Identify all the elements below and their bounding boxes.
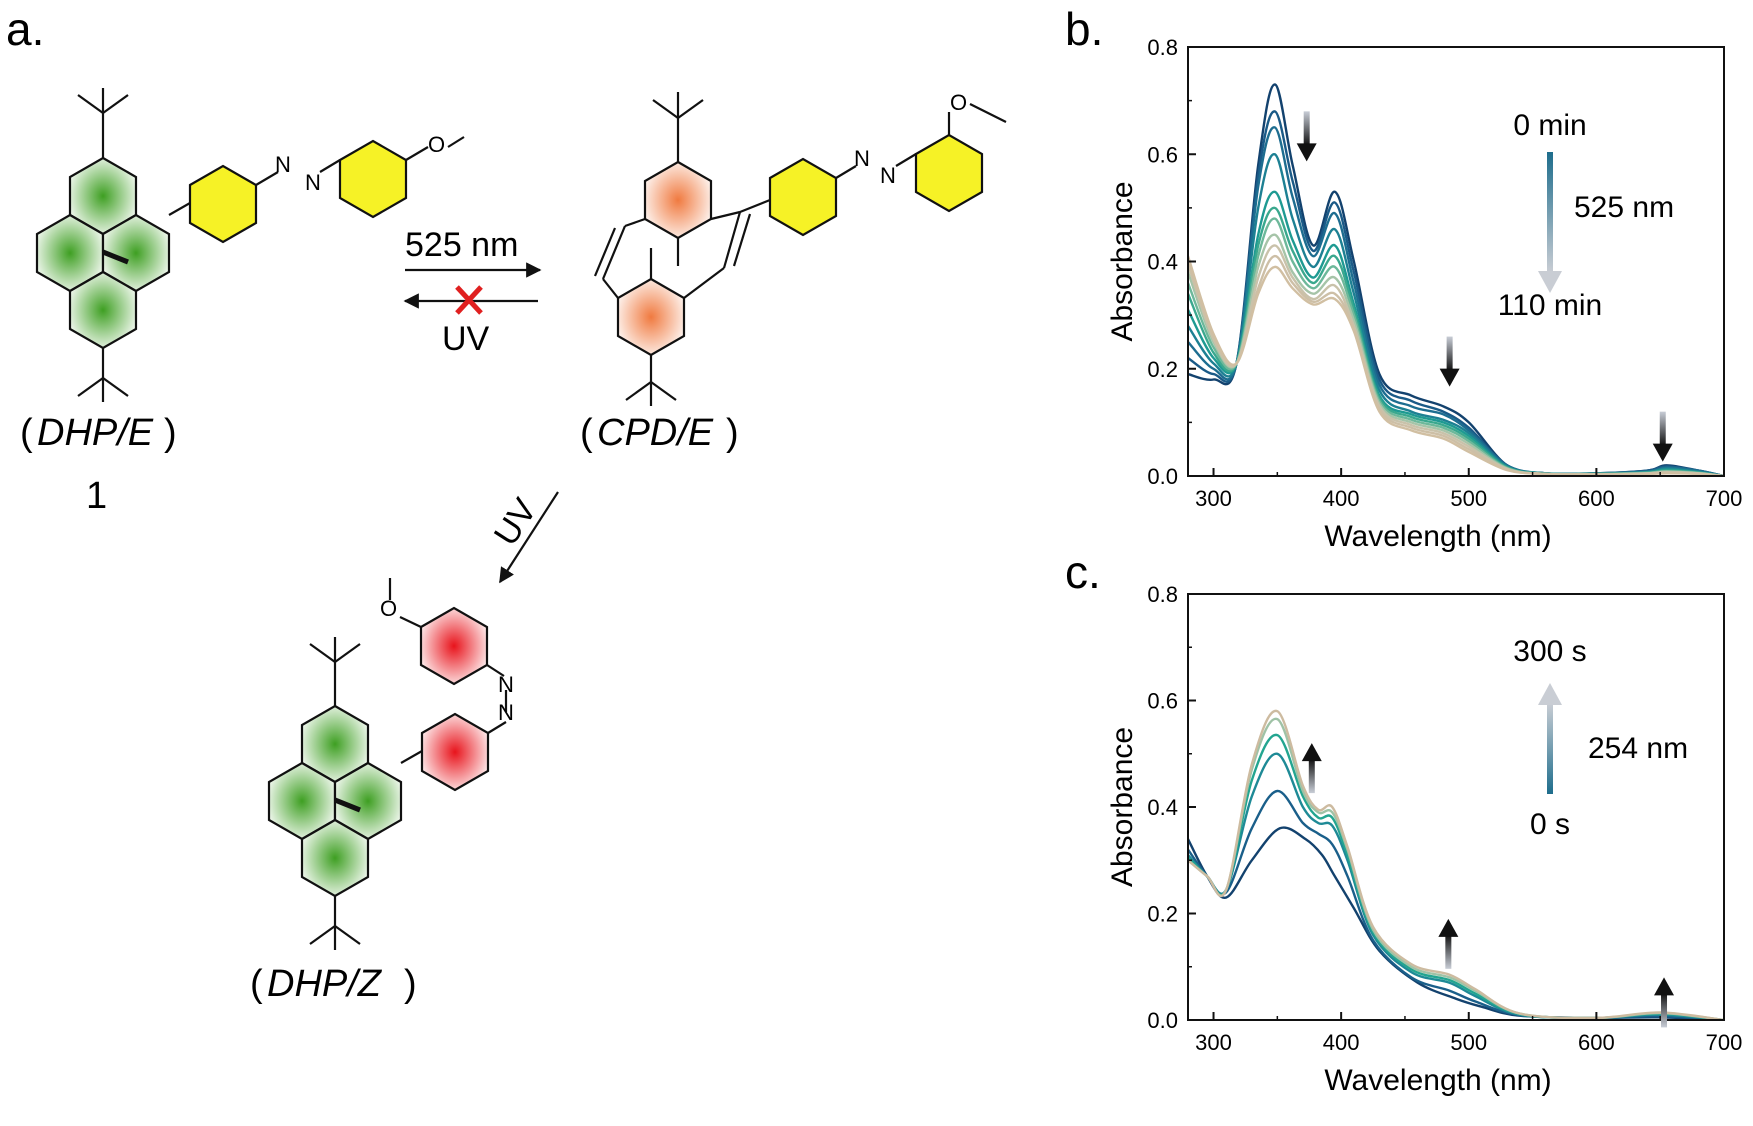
cpd-e-methoxy-o: O xyxy=(950,90,967,115)
panel-label: c. xyxy=(1065,546,1101,598)
band-change-arrow-head xyxy=(1652,443,1673,462)
annotation-end-label: 110 min xyxy=(1498,289,1603,322)
uv-down-arrow xyxy=(499,491,559,584)
y-tick-label: 0.2 xyxy=(1147,357,1178,382)
x-tick-label: 400 xyxy=(1323,1030,1360,1055)
blocked-cross-icon xyxy=(455,285,483,315)
annotation-start-label: 0 s xyxy=(1530,808,1570,841)
panel-a-scheme: a. N N O ( DHP/E ) 1 525 nm xyxy=(6,3,1007,1005)
y-tick-label: 0.2 xyxy=(1147,902,1178,927)
dhp-e-methoxy-o: O xyxy=(428,132,445,157)
y-axis-label: Absorbance xyxy=(1106,727,1139,887)
cpd-e-structure xyxy=(593,92,1007,406)
band-change-arrow-shaft xyxy=(1659,411,1666,446)
dhp-z-label-open: ( xyxy=(250,963,263,1005)
x-tick-label: 600 xyxy=(1578,486,1615,511)
band-change-arrow-shaft xyxy=(1446,336,1453,371)
x-tick-label: 300 xyxy=(1195,1030,1232,1055)
y-tick-label: 0.6 xyxy=(1147,689,1178,714)
dhp-e-label-close: ) xyxy=(164,412,177,454)
dhp-e-name: DHP/E xyxy=(37,412,154,454)
series-group xyxy=(1188,709,1724,1020)
annotation-wavelength-label: 254 nm xyxy=(1588,732,1688,765)
x-tick-label: 700 xyxy=(1706,486,1743,511)
spectrum-line-1 xyxy=(1188,826,1724,1020)
band-change-arrow-shaft xyxy=(1661,993,1668,1028)
x-tick-label: 700 xyxy=(1706,1030,1743,1055)
band-change-arrow-head xyxy=(1301,743,1322,762)
spectrum-line-6 xyxy=(1188,709,1724,1020)
cpd-e-azo-n2: N xyxy=(880,163,896,188)
trend-arrow-head xyxy=(1538,271,1562,293)
dhp-z-name: DHP/Z xyxy=(267,963,383,1005)
dhp-e-structure xyxy=(35,88,465,402)
annotation-wavelength-label: 525 nm xyxy=(1574,191,1674,224)
cpd-e-azo-n1: N xyxy=(854,146,870,171)
y-tick-label: 0.0 xyxy=(1147,464,1178,489)
trend-arrow-shaft xyxy=(1547,703,1553,794)
y-tick-label: 0.6 xyxy=(1147,142,1178,167)
plot-frame xyxy=(1187,593,1725,1021)
cpd-e-label-close: ) xyxy=(726,412,739,454)
dhp-z-azo-n2: N xyxy=(498,700,514,725)
forward-wavelength-label: 525 nm xyxy=(405,226,518,264)
annotation-start-label: 0 min xyxy=(1513,109,1586,142)
reverse-uv-label: UV xyxy=(442,320,490,358)
uv-down-label: UV xyxy=(487,492,545,553)
y-tick-label: 0.4 xyxy=(1147,250,1178,275)
dhp-z-azo-n1: N xyxy=(498,672,514,697)
band-change-arrow-head xyxy=(1654,977,1675,996)
chart-b: b. 300 400 500 600 700 0.0 0.2 0.4 0.6 0.8 Waveleng… xyxy=(1065,3,1742,553)
dhp-z-methoxy-o: O xyxy=(380,596,397,621)
x-tick-label: 500 xyxy=(1450,486,1487,511)
cpd-e-label-open: ( xyxy=(580,412,593,454)
panel-label: b. xyxy=(1065,3,1103,55)
y-axis-label: Absorbance xyxy=(1106,181,1139,341)
series-group xyxy=(1188,83,1724,476)
dhp-e-azo-n1: N xyxy=(275,152,291,177)
band-change-arrow-head xyxy=(1296,143,1317,162)
band-change-arrow-head xyxy=(1439,368,1460,387)
dhp-e-label-open: ( xyxy=(20,412,33,454)
dhp-e-azo-n2: N xyxy=(305,170,321,195)
cpd-e-name: CPD/E xyxy=(597,412,714,454)
x-tick-label: 500 xyxy=(1450,1030,1487,1055)
y-tick-label: 0.0 xyxy=(1147,1008,1178,1033)
dhp-e-number: 1 xyxy=(86,475,107,517)
y-tick-label: 0.8 xyxy=(1147,582,1178,607)
band-change-arrow-shaft xyxy=(1303,111,1310,146)
chart-c: c. 300 400 500 600 700 0.0 0.2 0.4 0.6 0.8 Waveleng… xyxy=(1065,546,1742,1097)
spectrum-line-11 xyxy=(1188,255,1724,476)
spectrum-line-10 xyxy=(1188,254,1724,476)
y-tick-label: 0.8 xyxy=(1147,35,1178,60)
band-change-arrow-shaft xyxy=(1445,934,1452,969)
trend-arrow-head xyxy=(1538,683,1562,705)
annotation-end-label: 300 s xyxy=(1513,635,1586,668)
dhp-z-structure xyxy=(267,578,508,950)
x-axis-label: Wavelength (nm) xyxy=(1324,520,1551,553)
dhp-z-label-close: ) xyxy=(404,963,417,1005)
trend-arrow-shaft xyxy=(1547,152,1553,273)
x-tick-label: 600 xyxy=(1578,1030,1615,1055)
band-change-arrow-shaft xyxy=(1308,759,1315,794)
y-tick-label: 0.4 xyxy=(1147,795,1178,820)
panel-a-label: a. xyxy=(6,3,44,55)
x-tick-label: 400 xyxy=(1323,486,1360,511)
band-change-arrow-head xyxy=(1438,918,1459,937)
x-tick-label: 300 xyxy=(1195,486,1232,511)
x-axis-label: Wavelength (nm) xyxy=(1324,1064,1551,1097)
